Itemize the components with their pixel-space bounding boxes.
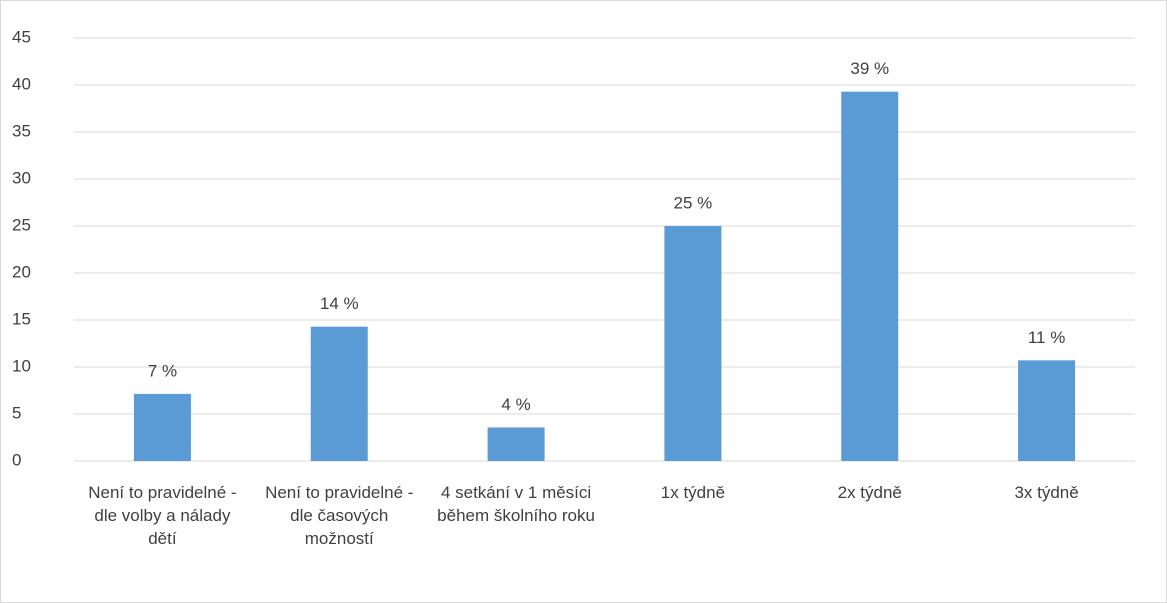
y-tick-label: 20 (12, 262, 31, 281)
bar (310, 326, 368, 461)
y-tick-label: 25 (12, 215, 31, 234)
y-tick-label: 30 (12, 168, 31, 187)
x-tick-label: Není to pravidelné - dle časových možnos… (265, 483, 414, 548)
y-tick-label: 10 (12, 356, 31, 375)
x-tick-label: 3x týdně (1014, 483, 1079, 502)
y-tick-label: 45 (12, 27, 31, 46)
bar (133, 393, 191, 461)
x-tick-label: Není to pravidelné - dle volby a nálady … (88, 483, 237, 548)
x-tick-label: 4 setkání v 1 měsíci během školního roku (437, 483, 595, 525)
y-tick-label: 40 (12, 74, 31, 93)
bar (487, 427, 545, 461)
data-label: 14 % (320, 294, 359, 313)
y-tick-label: 15 (12, 309, 31, 328)
data-label: 39 % (850, 59, 889, 78)
bar (664, 226, 722, 461)
data-label: 25 % (674, 193, 713, 212)
y-tick-label: 0 (12, 450, 21, 469)
y-tick-label: 5 (12, 403, 21, 422)
data-label: 4 % (501, 395, 530, 414)
bar (1018, 360, 1076, 461)
x-tick-label: 1x týdně (660, 483, 726, 502)
y-tick-label: 35 (12, 121, 31, 140)
data-label: 7 % (148, 361, 177, 380)
data-label: 11 % (1028, 328, 1066, 347)
bar (841, 91, 899, 461)
x-tick-label: 2x týdně (837, 483, 902, 502)
